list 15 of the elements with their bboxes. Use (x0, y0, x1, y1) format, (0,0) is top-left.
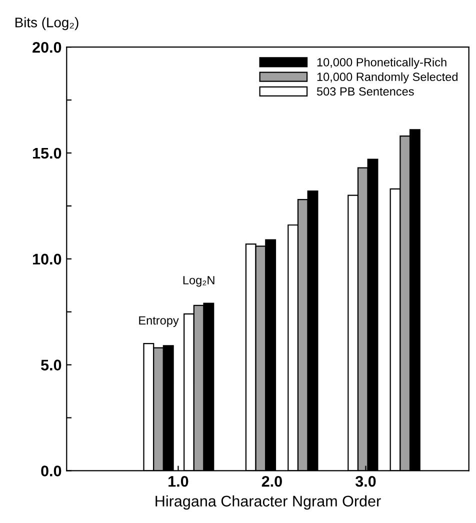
x-axis-title: Hiragana Character Ngram Order (156, 495, 381, 510)
x-tick-label: 1.0 (168, 476, 188, 487)
annotation: Entropy (139, 316, 179, 327)
legend-label: 10,000 Phonetically-Rich (317, 58, 446, 69)
annotation: Log₂N (183, 276, 214, 287)
x-tick-label: 3.0 (355, 476, 376, 487)
x-tick-label: 2.0 (262, 476, 282, 487)
y-axis-title: Bits (Log₂) (15, 17, 78, 30)
y-tick-label: 10.0 (33, 254, 62, 265)
legend-label: 503 PB Sentences (316, 87, 414, 96)
y-tick-label: 5.0 (41, 360, 62, 370)
legend-label: 10,000 Randomly Selected (317, 72, 458, 84)
y-tick-label: 15.0 (33, 148, 62, 159)
y-tick-label: 0.0 (41, 466, 62, 476)
y-tick-label: 20.0 (32, 42, 62, 53)
